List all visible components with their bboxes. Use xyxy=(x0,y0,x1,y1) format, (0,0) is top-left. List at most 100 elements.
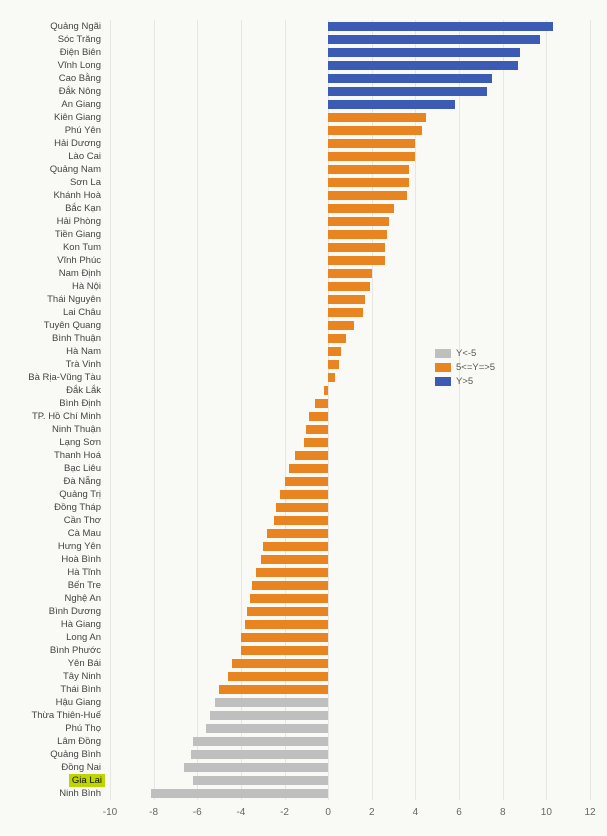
y-label: Cà Mau xyxy=(68,527,105,540)
bar-row xyxy=(110,111,590,124)
bar-row xyxy=(110,553,590,566)
bar-row xyxy=(110,657,590,670)
bar xyxy=(328,152,415,161)
bar-row xyxy=(110,85,590,98)
bar-row xyxy=(110,254,590,267)
bar xyxy=(328,48,520,57)
x-tick-label: 2 xyxy=(369,807,375,818)
bar xyxy=(328,217,389,226)
bar-row xyxy=(110,436,590,449)
y-label: Vĩnh Phúc xyxy=(57,254,105,267)
bar-row xyxy=(110,267,590,280)
y-label: Lâm Đồng xyxy=(57,735,105,748)
y-label: Bình Dương xyxy=(49,605,105,618)
bar xyxy=(328,22,553,31)
bar-row xyxy=(110,748,590,761)
y-label: Thái Nguyên xyxy=(47,293,105,306)
bar xyxy=(328,308,363,317)
diverging-bar-chart: Y<-5 5<=Y=>5 Y>5 -10-8-6-4-2024681012Quả… xyxy=(0,0,607,836)
bar xyxy=(274,516,329,525)
y-label: Hà Nam xyxy=(66,345,105,358)
bar-row xyxy=(110,423,590,436)
y-label: Bến Tre xyxy=(68,579,105,592)
bar xyxy=(328,347,341,356)
bar xyxy=(184,763,328,772)
bar-row xyxy=(110,449,590,462)
y-label: Nam Định xyxy=(59,267,105,280)
bar-row xyxy=(110,579,590,592)
y-label: TP. Hồ Chí Minh xyxy=(32,410,105,423)
bar-row xyxy=(110,46,590,59)
bar-row xyxy=(110,228,590,241)
bar-row xyxy=(110,176,590,189)
bar-row xyxy=(110,371,590,384)
bar xyxy=(285,477,329,486)
bar xyxy=(315,399,328,408)
bar-row xyxy=(110,761,590,774)
bar-row xyxy=(110,709,590,722)
bar xyxy=(245,620,328,629)
y-label: Ninh Thuận xyxy=(52,423,105,436)
bar-row xyxy=(110,202,590,215)
bar xyxy=(247,607,328,616)
x-tick-label: 10 xyxy=(541,807,552,818)
bar xyxy=(306,425,328,434)
y-label: Phú Thọ xyxy=(65,722,105,735)
x-tick-label: 0 xyxy=(325,807,331,818)
bar-row xyxy=(110,605,590,618)
bar-row xyxy=(110,98,590,111)
bar-row xyxy=(110,332,590,345)
y-label: Lai Châu xyxy=(63,306,105,319)
y-label: Cần Thơ xyxy=(64,514,105,527)
bar-row xyxy=(110,527,590,540)
y-label: Quảng Ngãi xyxy=(50,20,105,33)
bar-row xyxy=(110,670,590,683)
bar xyxy=(328,74,492,83)
y-label: Bạc Liêu xyxy=(64,462,105,475)
bar-row xyxy=(110,72,590,85)
bar-row xyxy=(110,306,590,319)
bar xyxy=(241,646,328,655)
x-tick-label: -4 xyxy=(236,807,245,818)
bar-row xyxy=(110,514,590,527)
y-label: Hưng Yên xyxy=(58,540,105,553)
bar-row xyxy=(110,488,590,501)
gridline xyxy=(590,20,591,800)
y-label: Đồng Nai xyxy=(61,761,105,774)
bar-row xyxy=(110,644,590,657)
bar xyxy=(193,776,328,785)
y-label: Hà Giang xyxy=(61,618,105,631)
bar xyxy=(328,295,365,304)
bar xyxy=(151,789,328,798)
x-tick-label: -10 xyxy=(103,807,117,818)
y-label: Bình Định xyxy=(59,397,105,410)
bar xyxy=(328,282,369,291)
y-label: Thừa Thiên-Huế xyxy=(31,709,105,722)
y-label: Hải Dương xyxy=(54,137,105,150)
bar xyxy=(328,321,354,330)
bar xyxy=(309,412,329,421)
bar xyxy=(210,711,328,720)
bar-row xyxy=(110,696,590,709)
bar xyxy=(250,594,329,603)
bar xyxy=(289,464,328,473)
x-tick-label: -6 xyxy=(193,807,202,818)
bar-row xyxy=(110,59,590,72)
bar xyxy=(328,256,385,265)
bar xyxy=(328,243,385,252)
y-label: Hà Tĩnh xyxy=(67,566,105,579)
y-label: Long An xyxy=(66,631,105,644)
bar-row xyxy=(110,280,590,293)
bar xyxy=(328,204,393,213)
bar xyxy=(193,737,328,746)
x-tick-label: 4 xyxy=(413,807,419,818)
bar xyxy=(241,633,328,642)
bar-row xyxy=(110,774,590,787)
bar xyxy=(261,555,329,564)
y-label: Bình Phước xyxy=(50,644,105,657)
y-label: Yên Bái xyxy=(68,657,105,670)
x-tick-label: 8 xyxy=(500,807,506,818)
bar xyxy=(191,750,328,759)
bar xyxy=(267,529,328,538)
y-label: Quảng Bình xyxy=(50,748,105,761)
